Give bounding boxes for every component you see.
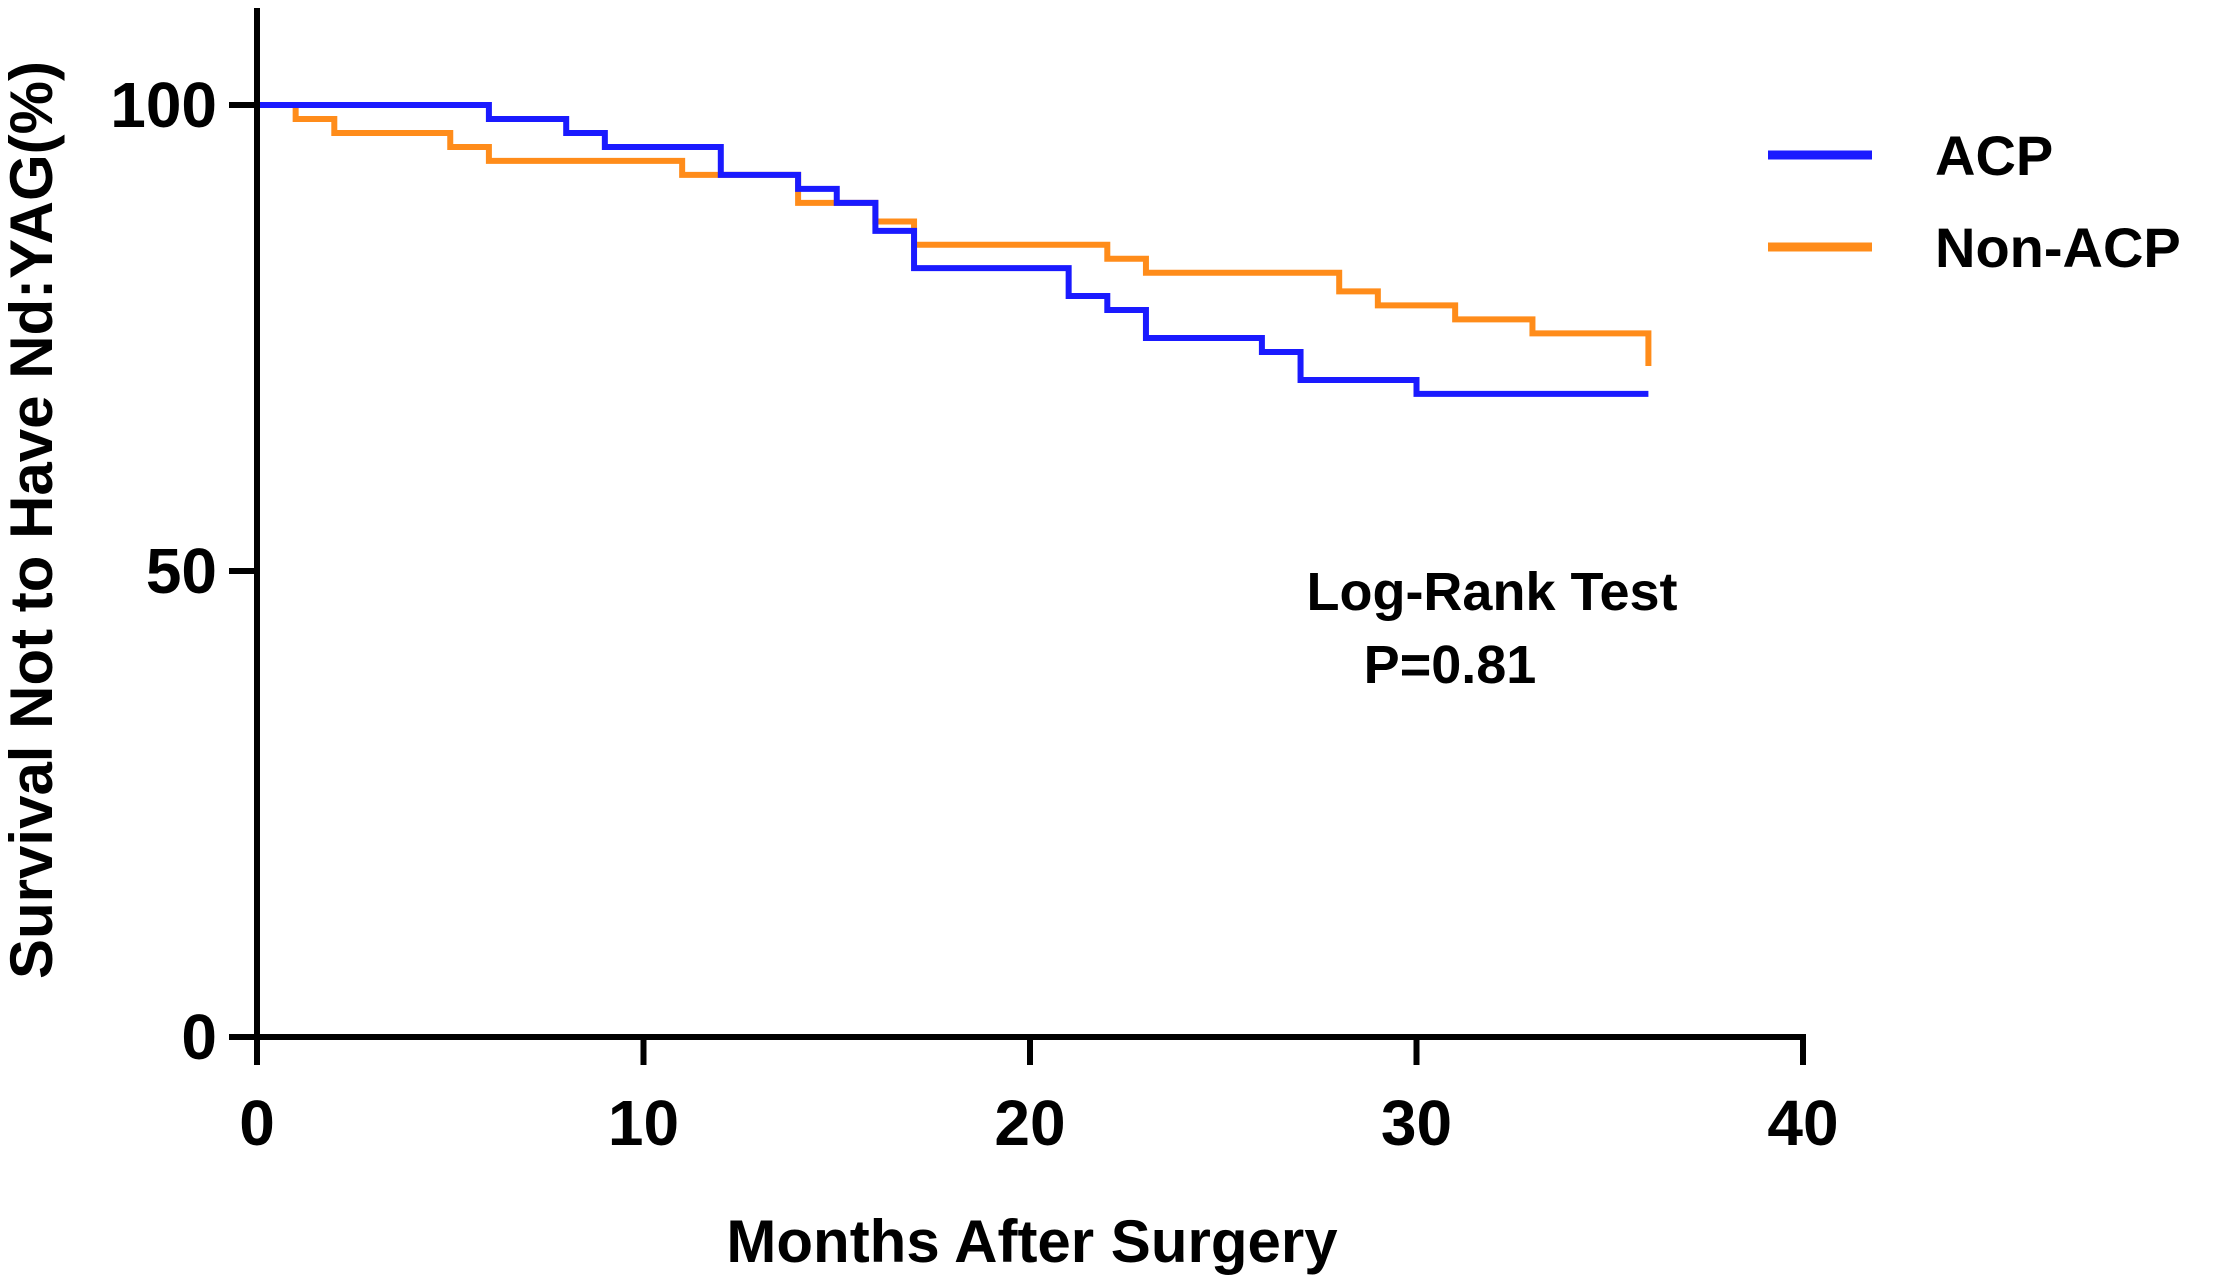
x-tick-label-0: 0 (239, 1087, 275, 1159)
series-line-acp (257, 102, 1649, 397)
x-tick-label-10: 10 (608, 1087, 679, 1159)
legend-label-non-acp: Non-ACP (1935, 216, 2181, 279)
log-rank-label: Log-Rank Test (1306, 562, 1677, 622)
series-layer (257, 102, 1652, 397)
legend-label-acp: ACP (1935, 124, 2053, 187)
y-tick-label-50: 50 (146, 535, 217, 607)
y-tick-label-100: 100 (110, 69, 217, 141)
y-tick-label-0: 0 (181, 1001, 217, 1073)
y-axis-title: Survival Not to Have Nd:YAG(%) (0, 61, 65, 979)
x-axis-title: Months After Surgery (726, 1208, 1338, 1275)
legend-layer: ACP Non-ACP (1768, 124, 2181, 279)
x-tick-label-40: 40 (1767, 1087, 1838, 1159)
x-tick-label-20: 20 (994, 1087, 1065, 1159)
series-line-non-acp (257, 102, 1652, 366)
p-value-label: P=0.81 (1364, 635, 1537, 695)
axes-layer: 0 10 20 30 40 0 50 100 (110, 8, 1839, 1159)
x-tick-label-30: 30 (1381, 1087, 1452, 1159)
